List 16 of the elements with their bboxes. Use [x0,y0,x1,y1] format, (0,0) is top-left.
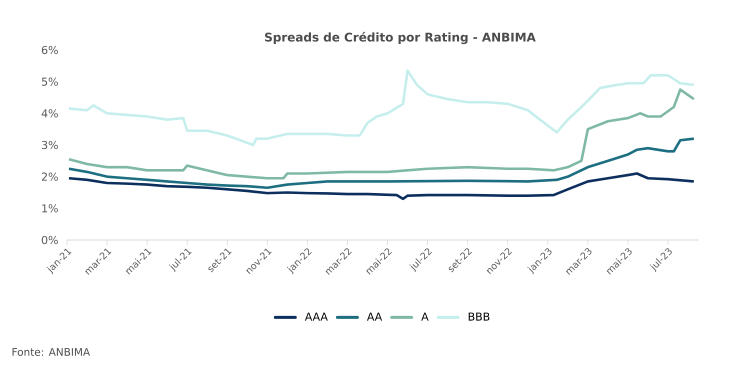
y-tick-label: 2% [42,172,58,181]
line-series [68,172,696,200]
source-note: Fonte: ANBIMA [12,348,90,356]
y-tick-label: 5% [42,78,58,86]
legend-label: AAA [304,312,328,321]
line-series [68,137,696,190]
line-series [68,88,696,180]
legend-label: AA [366,312,382,321]
y-tick-label: 3% [42,140,58,150]
legend-label: A [421,312,429,321]
chart-title: Spreads de Crédito por Rating - ANBIMA [265,32,536,44]
y-tick-label: 1% [42,204,58,212]
y-tick-label: 6% [42,46,58,54]
y-tick-label: 0% [42,236,58,244]
legend-label: BBB [468,312,490,321]
y-tick-label: 4% [42,109,58,118]
